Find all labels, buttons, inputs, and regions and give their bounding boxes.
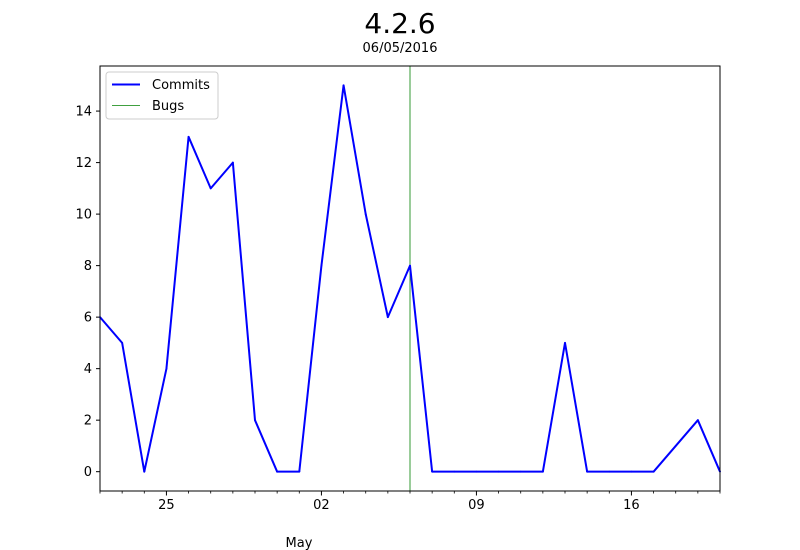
legend: Commits Bugs: [105, 71, 219, 120]
data-point: [165, 367, 168, 370]
x-tick-label: 02: [313, 498, 330, 513]
y-tick-label: 8: [84, 259, 92, 274]
y-tick-label: 2: [84, 414, 92, 429]
chart-subtitle: 06/05/2016: [363, 41, 438, 56]
x-tick-label: 16: [623, 498, 640, 513]
data-point: [564, 341, 566, 344]
data-point: [364, 213, 367, 216]
data-point: [431, 470, 434, 473]
data-point: [320, 264, 323, 267]
x-tick-label: 25: [158, 498, 175, 513]
y-tick-label: 6: [84, 311, 92, 326]
y-tick-label: 4: [84, 362, 92, 377]
legend-label-bugs: Bugs: [152, 99, 184, 114]
data-point: [409, 264, 411, 267]
data-point: [696, 419, 699, 422]
data-point: [231, 161, 234, 164]
data-point: [674, 445, 677, 447]
x-tick-label: 09: [468, 498, 485, 513]
plot-frame: [99, 65, 721, 492]
data-point: [475, 470, 478, 473]
data-point: [519, 470, 522, 473]
data-point: [298, 470, 301, 473]
data-point: [586, 470, 589, 473]
chart-title: 4.2.6: [364, 7, 435, 40]
y-tick-label: 0: [84, 465, 92, 480]
y-tick-label: 14: [75, 105, 92, 120]
data-point: [541, 470, 544, 473]
data-point: [497, 470, 500, 473]
data-point: [608, 470, 611, 473]
data-point: [276, 470, 279, 473]
month-label: May: [286, 536, 313, 550]
y-tick-label: 10: [75, 208, 92, 223]
data-point: [209, 187, 212, 190]
data-point: [630, 470, 633, 473]
data-point: [386, 316, 389, 319]
legend-label-commits: Commits: [152, 78, 210, 93]
data-point: [143, 470, 146, 473]
data-point: [121, 341, 124, 344]
y-tick-label: 12: [75, 156, 92, 171]
data-point: [254, 419, 256, 422]
data-point: [453, 470, 456, 473]
data-point: [342, 84, 345, 87]
data-point: [187, 135, 190, 138]
data-point: [652, 470, 655, 473]
